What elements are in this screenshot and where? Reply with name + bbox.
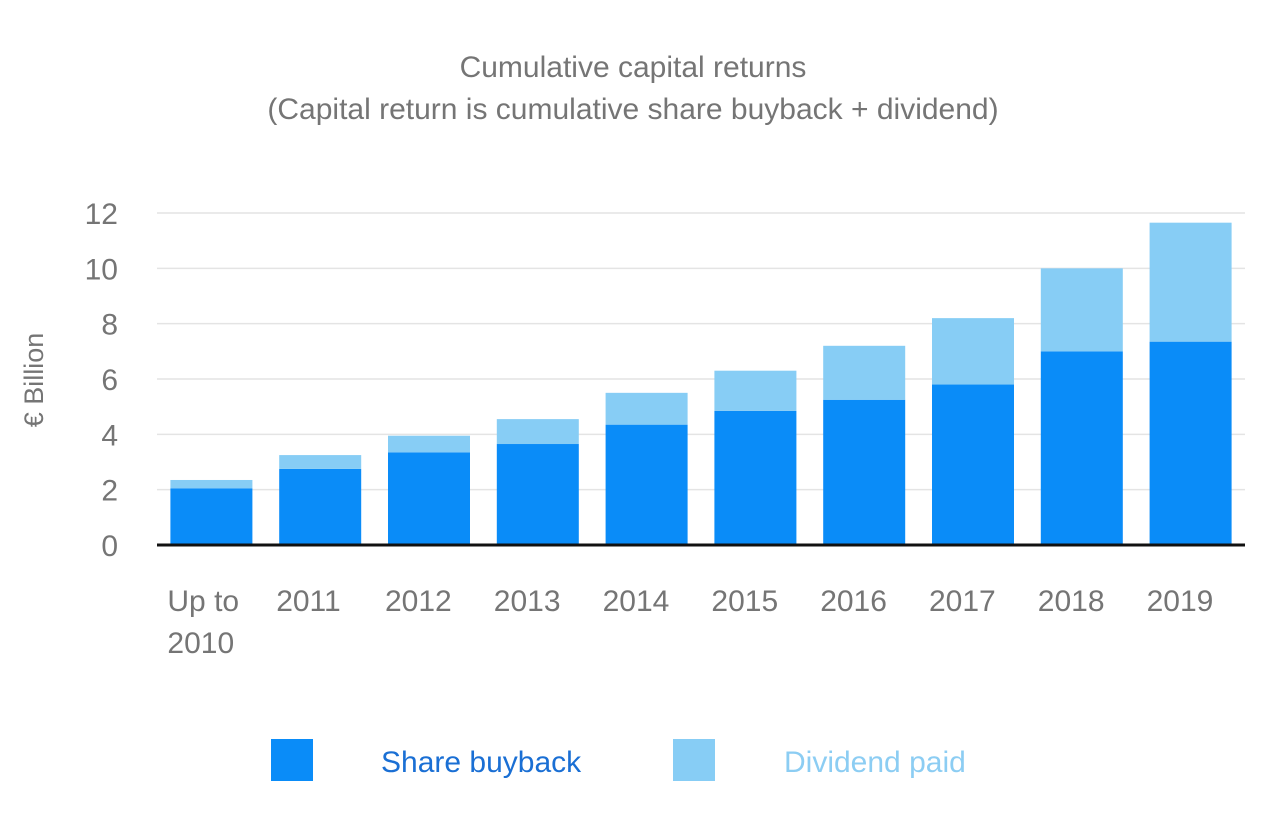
x-tick-label: 2010 (167, 627, 234, 660)
bar-share-buyback (388, 452, 470, 545)
x-axis-ticks: Up to 2010 2011 2012 2013 2014 2015 2016 2017 201… (167, 585, 1213, 660)
bar-dividend-paid (1149, 222, 1232, 342)
bar-dividend-paid (279, 455, 362, 469)
legend: Share buyback Dividend paid (271, 739, 966, 781)
y-tick-label: 2 (101, 475, 118, 508)
bar-share-buyback (605, 424, 688, 545)
y-axis-title: € Billion (19, 333, 49, 428)
bar-dividend-paid (388, 435, 470, 453)
x-tick-label: 2017 (929, 585, 996, 618)
bar-dividend-paid (496, 419, 579, 445)
bar-dividend-paid (932, 318, 1014, 385)
bar-share-buyback (1149, 341, 1232, 545)
bar-share-buyback (496, 444, 579, 545)
x-tick-label: 2014 (603, 585, 670, 618)
bar-share-buyback (714, 410, 797, 545)
y-tick-label: 12 (85, 198, 118, 231)
bar-share-buyback (1040, 351, 1123, 545)
chart-subtitle: (Capital return is cumulative share buyb… (267, 93, 998, 126)
legend-swatch (673, 739, 715, 781)
y-tick-label: 10 (85, 253, 118, 286)
bar-share-buyback (279, 468, 362, 545)
x-tick-label: 2012 (385, 585, 452, 618)
y-tick-label: 0 (101, 530, 118, 563)
bar-share-buyback (932, 384, 1014, 545)
x-tick-label: 2018 (1038, 585, 1105, 618)
bar-dividend-paid (823, 345, 906, 400)
legend-label: Share buyback (381, 746, 582, 779)
x-tick-label: Up to (167, 585, 239, 618)
x-tick-label: 2011 (276, 585, 341, 618)
bar-share-buyback (823, 399, 906, 545)
legend-swatch (271, 739, 313, 781)
y-tick-label: 6 (101, 364, 118, 397)
bar-dividend-paid (1040, 268, 1123, 352)
bar-dividend-paid (714, 370, 797, 411)
x-tick-label: 2013 (494, 585, 561, 618)
x-tick-label: 2019 (1147, 585, 1214, 618)
y-tick-label: 8 (101, 309, 118, 342)
x-tick-label: 2016 (820, 585, 887, 618)
bars (170, 222, 1232, 545)
chart-title: Cumulative capital returns (460, 51, 807, 84)
bar-dividend-paid (170, 479, 253, 489)
legend-label: Dividend paid (784, 746, 966, 779)
y-tick-label: 4 (101, 419, 118, 452)
y-axis-ticks: 0 2 4 6 8 10 12 (85, 198, 118, 563)
bar-share-buyback (170, 488, 253, 545)
bar-dividend-paid (605, 392, 688, 425)
x-tick-label: 2015 (711, 585, 778, 618)
